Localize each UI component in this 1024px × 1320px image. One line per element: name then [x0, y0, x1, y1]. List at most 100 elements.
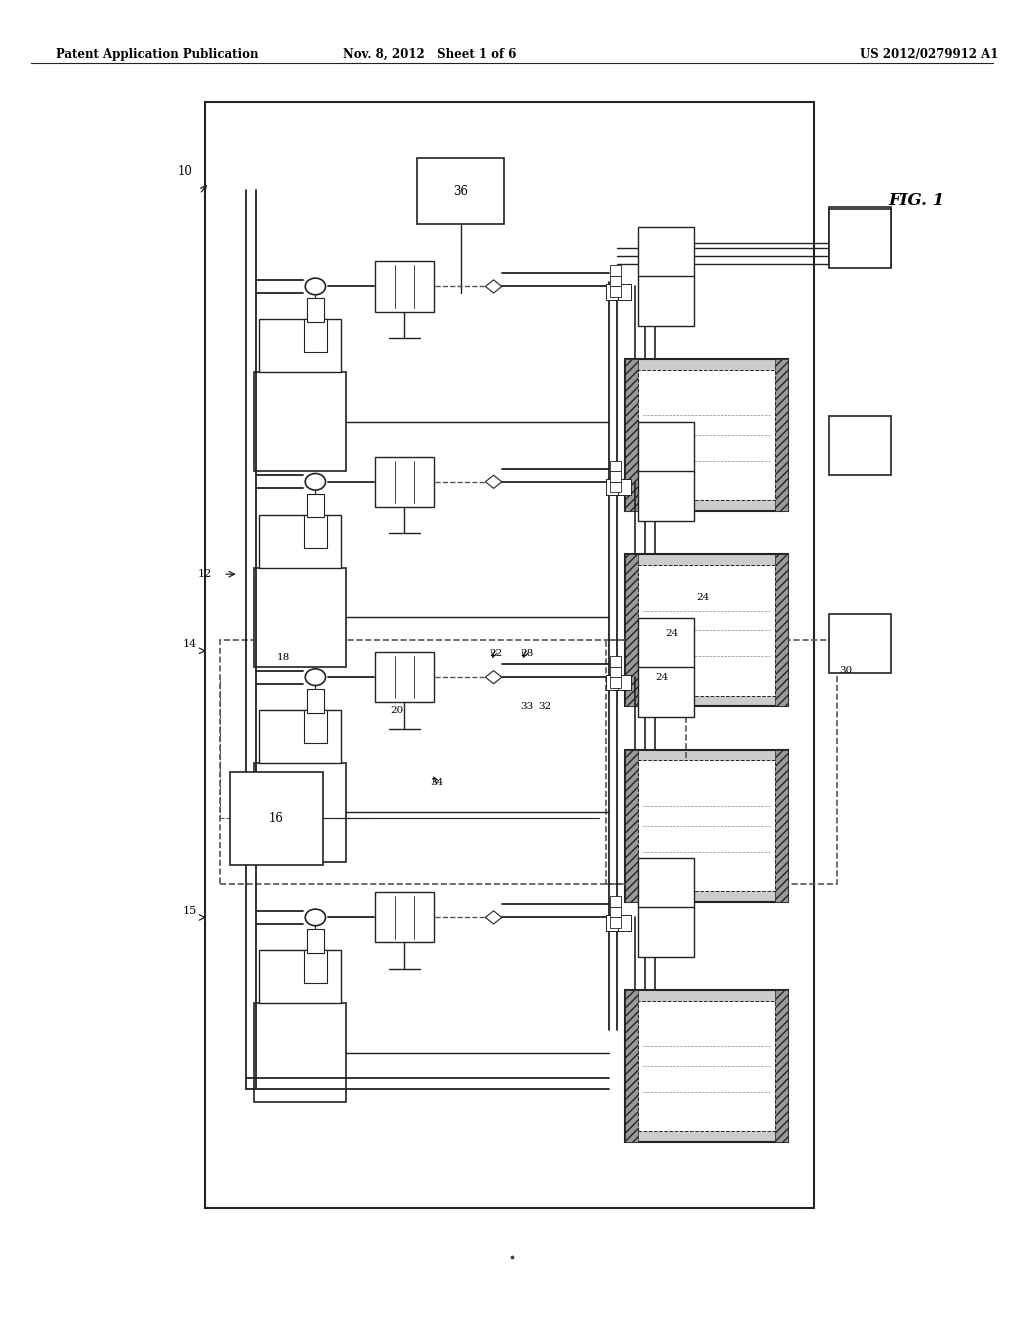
Bar [829, 207, 891, 267]
Bar [230, 772, 323, 865]
Ellipse shape [305, 279, 326, 294]
Bar [259, 319, 341, 372]
Bar [625, 554, 638, 706]
Bar [638, 227, 694, 277]
Bar [375, 892, 434, 942]
Bar [610, 482, 621, 492]
Bar [220, 640, 686, 884]
Bar [304, 950, 327, 983]
Bar [307, 298, 324, 322]
Text: 15: 15 [182, 906, 197, 916]
Bar [625, 990, 638, 1142]
Text: 14: 14 [182, 639, 197, 649]
Bar [254, 1003, 346, 1102]
Text: 10: 10 [177, 165, 193, 178]
Bar [610, 917, 621, 928]
Bar [375, 261, 434, 312]
Text: 16: 16 [269, 812, 284, 825]
Bar [259, 950, 341, 1003]
Bar [610, 265, 621, 276]
Bar [304, 515, 327, 548]
Bar [304, 710, 327, 743]
Bar [375, 457, 434, 507]
Bar [638, 760, 775, 891]
Text: 24: 24 [655, 673, 669, 681]
Bar [638, 471, 694, 521]
Bar [606, 479, 618, 495]
Ellipse shape [305, 909, 326, 925]
Bar [638, 858, 694, 908]
Bar [638, 618, 694, 668]
Bar [638, 370, 775, 500]
Bar [638, 422, 694, 473]
Bar [775, 750, 788, 902]
Bar [610, 276, 621, 286]
Bar [307, 929, 324, 953]
Text: 20: 20 [391, 706, 403, 714]
Text: 28: 28 [520, 649, 534, 657]
Bar [259, 515, 341, 568]
Bar [606, 640, 837, 884]
Text: 18: 18 [276, 653, 290, 661]
Bar [610, 896, 621, 907]
Text: FIG. 1: FIG. 1 [889, 193, 944, 209]
Ellipse shape [305, 669, 326, 685]
Bar [307, 494, 324, 517]
Bar [610, 667, 621, 677]
Bar [254, 763, 346, 862]
Text: Nov. 8, 2012   Sheet 1 of 6: Nov. 8, 2012 Sheet 1 of 6 [343, 48, 517, 61]
Bar [254, 372, 346, 471]
Bar [625, 359, 788, 511]
Bar [625, 554, 788, 706]
Bar [618, 284, 631, 300]
Bar [775, 359, 788, 511]
Polygon shape [485, 911, 502, 924]
Bar [610, 286, 621, 297]
Text: 12: 12 [198, 569, 212, 579]
Bar [775, 554, 788, 706]
Bar [618, 479, 631, 495]
Text: 24: 24 [696, 594, 710, 602]
Bar [638, 667, 694, 717]
Bar [618, 675, 631, 690]
Bar [625, 750, 788, 902]
Text: 34: 34 [430, 779, 443, 787]
Text: Patent Application Publication: Patent Application Publication [56, 48, 259, 61]
Bar [829, 416, 891, 475]
Bar [304, 319, 327, 352]
Bar [625, 750, 638, 902]
Bar [259, 710, 341, 763]
Bar [307, 689, 324, 713]
Bar [205, 102, 814, 1208]
Bar [625, 990, 788, 1142]
Bar [618, 915, 631, 931]
Text: 32: 32 [539, 702, 552, 710]
Bar [829, 209, 891, 268]
Bar [254, 568, 346, 667]
Text: US 2012/0279912 A1: US 2012/0279912 A1 [860, 48, 998, 61]
Bar [610, 471, 621, 482]
Text: 22: 22 [489, 649, 503, 657]
Bar [610, 677, 621, 688]
Bar [638, 565, 775, 696]
Bar [375, 652, 434, 702]
Text: 30: 30 [840, 667, 853, 675]
Text: 24: 24 [666, 630, 679, 638]
Bar [610, 461, 621, 471]
Bar [606, 915, 618, 931]
Bar [638, 276, 694, 326]
Bar [638, 907, 694, 957]
Bar [829, 614, 891, 673]
Ellipse shape [305, 474, 326, 490]
Bar [625, 359, 638, 511]
Bar [418, 158, 505, 224]
Bar [610, 656, 621, 667]
Polygon shape [485, 475, 502, 488]
Bar [606, 284, 618, 300]
Bar [606, 675, 618, 690]
Bar [610, 907, 621, 917]
Text: 33: 33 [520, 702, 534, 710]
Text: 36: 36 [454, 185, 468, 198]
Bar [638, 1001, 775, 1131]
Polygon shape [485, 671, 502, 684]
